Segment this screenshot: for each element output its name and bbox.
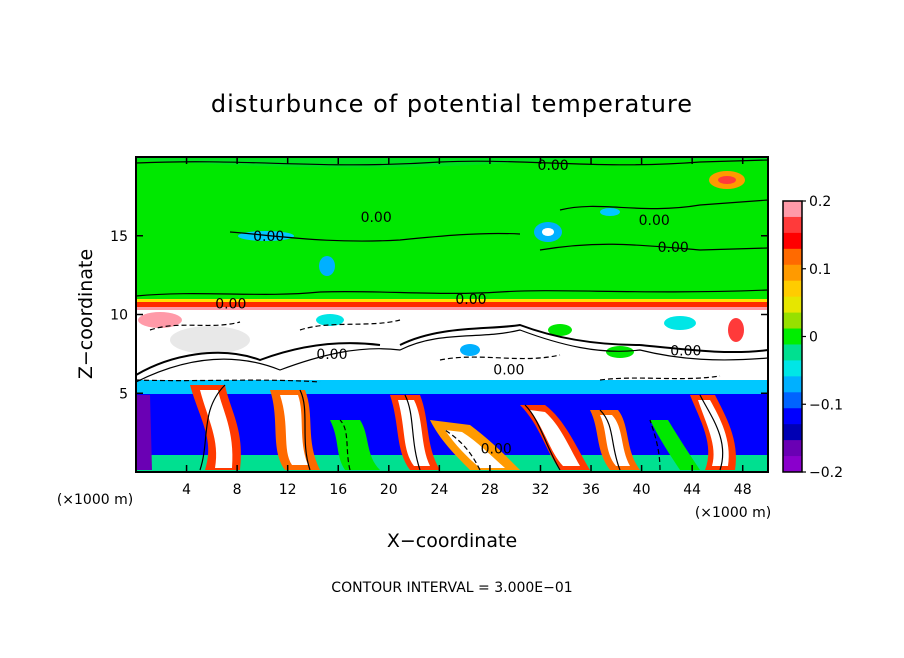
y-axis: 5 10 15 bbox=[110, 229, 768, 402]
x-tick-label: 48 bbox=[734, 482, 752, 498]
contour-label: 0.00 bbox=[215, 296, 246, 312]
colorbar-swatch bbox=[783, 216, 802, 234]
x-axis: 4 8 12 16 20 24 28 32 36 40 44 48 bbox=[182, 157, 752, 498]
upper-cold-blob bbox=[600, 208, 620, 216]
x-tick-label: 36 bbox=[582, 482, 600, 498]
colorbar-tick-label: 0.2 bbox=[809, 194, 831, 210]
plot-area bbox=[136, 157, 768, 472]
x-tick-label: 44 bbox=[683, 482, 701, 498]
upper-warm-blob bbox=[718, 176, 736, 184]
colorbar-swatch bbox=[783, 201, 802, 218]
contour-interval-note: CONTOUR INTERVAL = 3.000E−01 bbox=[331, 580, 572, 596]
y-tick-label: 10 bbox=[110, 308, 128, 324]
colorbar-swatch bbox=[783, 296, 802, 314]
contour-label: 0.00 bbox=[253, 229, 284, 245]
chart-title: disturbunce of potential temperature bbox=[211, 90, 693, 118]
colorbar-swatch bbox=[783, 456, 802, 473]
contour-label: 0.00 bbox=[481, 441, 512, 457]
upper-layer-patch bbox=[136, 157, 768, 168]
x-tick-label: 12 bbox=[279, 482, 297, 498]
upper-cold-blob bbox=[542, 228, 554, 236]
x-tick-label: 20 bbox=[380, 482, 398, 498]
contour-labels: 0.00 0.00 0.00 0.00 0.00 0.00 0.00 0.00 0.00 0.00… bbox=[215, 158, 701, 458]
colorbar: 0.2 0.1 0 −0.1 −0.2 bbox=[782, 194, 843, 481]
colorbar-swatch bbox=[783, 232, 802, 250]
colorbar-swatch bbox=[783, 440, 802, 457]
contour-label: 0.00 bbox=[316, 347, 347, 363]
x-axis-label: X−coordinate bbox=[387, 530, 517, 552]
colorbar-swatch bbox=[783, 280, 802, 298]
y-tick-label: 5 bbox=[119, 386, 128, 402]
mid-layer-features bbox=[138, 312, 744, 358]
colorbar-tick-label: −0.1 bbox=[809, 397, 843, 413]
lower-layer-cyan bbox=[136, 380, 768, 394]
x-tick-label: 28 bbox=[481, 482, 499, 498]
x-tick-label: 24 bbox=[430, 482, 448, 498]
y-axis-label: Z−coordinate bbox=[75, 249, 97, 379]
colorbar-swatch bbox=[783, 248, 802, 266]
tropopause-band bbox=[136, 307, 768, 310]
y-tick-label: 15 bbox=[110, 229, 128, 245]
x-unit-right: (×1000 m) bbox=[695, 505, 771, 521]
contour-label: 0.00 bbox=[639, 213, 670, 229]
colorbar-swatch bbox=[783, 408, 802, 425]
colorbar-swatch bbox=[783, 328, 802, 345]
colorbar-swatch bbox=[783, 344, 802, 361]
x-tick-label: 16 bbox=[329, 482, 347, 498]
x-tick-label: 32 bbox=[532, 482, 550, 498]
colorbar-tick-label: 0.1 bbox=[809, 262, 831, 278]
colorbar-tick-label: 0 bbox=[809, 330, 818, 346]
colorbar-swatch bbox=[783, 392, 802, 409]
contour-label: 0.00 bbox=[538, 158, 569, 174]
upper-cold-blob bbox=[319, 256, 335, 276]
contour-label: 0.00 bbox=[670, 344, 701, 360]
colorbar-swatch bbox=[783, 264, 802, 282]
upper-layer bbox=[136, 157, 768, 299]
warm-plumes bbox=[136, 385, 736, 470]
x-tick-label: 40 bbox=[633, 482, 651, 498]
colorbar-swatch bbox=[783, 376, 802, 393]
x-unit-left: (×1000 m) bbox=[57, 492, 133, 508]
colorbar-swatch bbox=[783, 312, 802, 330]
contour-label: 0.00 bbox=[361, 210, 392, 226]
x-tick-label: 8 bbox=[233, 482, 242, 498]
colorbar-swatch bbox=[783, 424, 802, 441]
colorbar-tick-label: −0.2 bbox=[809, 465, 843, 481]
contour-label: 0.00 bbox=[493, 363, 524, 379]
colorbar-swatch bbox=[783, 360, 802, 377]
contour-label: 0.00 bbox=[658, 240, 689, 256]
x-tick-label: 4 bbox=[182, 482, 191, 498]
tropopause-band bbox=[136, 302, 768, 307]
tropopause-band bbox=[136, 299, 768, 303]
contour-label: 0.00 bbox=[455, 292, 486, 308]
